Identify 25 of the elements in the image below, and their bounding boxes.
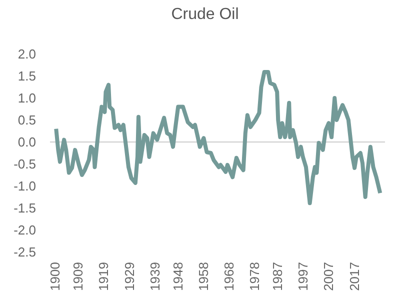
x-tick-label: 1958 xyxy=(196,262,211,291)
x-tick-label: 1939 xyxy=(147,262,162,291)
y-tick-label: -2.0 xyxy=(14,222,36,238)
x-tick-label: 1987 xyxy=(270,262,286,291)
x-tick-label: 2007 xyxy=(321,262,336,291)
x-tick-label: 1968 xyxy=(222,262,237,291)
x-tick-label: 1909 xyxy=(70,262,86,291)
x-tick-label: 1900 xyxy=(48,262,63,291)
y-tick-label: -0.5 xyxy=(14,156,36,172)
x-tick-label: 1948 xyxy=(170,262,186,291)
y-tick-label: 1.0 xyxy=(18,90,36,106)
y-tick-label: -2.5 xyxy=(14,244,36,260)
y-tick-label: -1.0 xyxy=(14,178,36,194)
y-tick-label: 0.0 xyxy=(18,134,36,150)
y-tick-label: 1.5 xyxy=(18,68,36,84)
x-tick-label: 2017 xyxy=(346,262,362,291)
x-tick-label: 1919 xyxy=(96,262,112,291)
line-series xyxy=(54,70,382,206)
chart-title: Crude Oil xyxy=(170,6,240,24)
x-tick-label: 1997 xyxy=(296,262,311,291)
x-tick-label: 1929 xyxy=(122,262,137,291)
y-tick-label: -1.5 xyxy=(14,200,36,216)
x-tick-label: 1978 xyxy=(247,262,262,291)
y-tick-label: 2.0 xyxy=(18,46,36,62)
y-tick-label: 0.5 xyxy=(18,112,36,128)
